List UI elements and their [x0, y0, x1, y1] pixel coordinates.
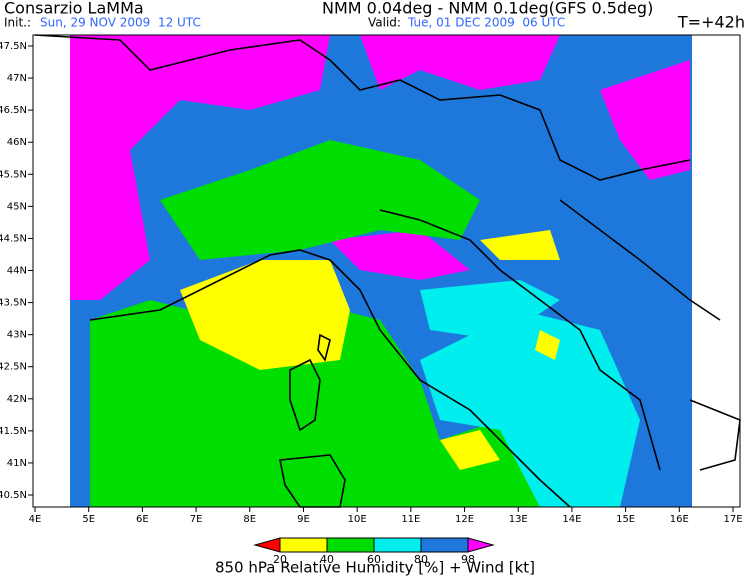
- lon-label: 9E: [297, 514, 310, 525]
- lon-label: 10E: [348, 514, 367, 525]
- lon-label: 4E: [29, 514, 42, 525]
- colorbar-segment: [279, 537, 328, 553]
- colorbar-caption: 850 hPa Relative Humidity [%] + Wind [kt…: [215, 559, 535, 577]
- lat-label: 43N: [7, 330, 27, 341]
- title: Consarzio LaMMa: [4, 0, 144, 18]
- colorbar-label: 98: [461, 553, 475, 566]
- lon-label: 8E: [243, 514, 256, 525]
- init-label: Init.:: [4, 16, 31, 30]
- colorbar-segment: [420, 537, 469, 553]
- lon-label: 13E: [509, 514, 528, 525]
- colorbar-low: [253, 537, 281, 553]
- colorbar-label: 40: [320, 553, 334, 566]
- lon-label: 12E: [455, 514, 474, 525]
- lat-label: 45.5N: [0, 169, 27, 180]
- lat-label: 45N: [7, 201, 27, 212]
- colorbar-label: 80: [414, 553, 428, 566]
- coastlines: [34, 34, 741, 508]
- colorbar-segment: [326, 537, 375, 553]
- lead-time: T=+42h: [677, 13, 745, 32]
- lon-label: 7E: [190, 514, 203, 525]
- lon-label: 15E: [616, 514, 635, 525]
- lat-label: 43.5N: [0, 298, 27, 309]
- valid-time: Tue, 01 DEC 2009 06 UTC: [407, 16, 565, 30]
- lon-label: 6E: [136, 514, 149, 525]
- colorbar-label: 60: [367, 553, 381, 566]
- colorbar-label: 20: [273, 553, 287, 566]
- lat-label: 47.5N: [0, 41, 27, 52]
- model: NMM 0.04deg - NMM 0.1deg(GFS 0.5deg): [322, 0, 653, 18]
- lat-label: 42.5N: [0, 362, 27, 373]
- colorbar-high: [467, 537, 495, 553]
- lat-label: 44.5N: [0, 233, 27, 244]
- lon-label: 14E: [562, 514, 581, 525]
- lon-label: 11E: [401, 514, 420, 525]
- lon-label: 16E: [670, 514, 689, 525]
- lat-label: 40.5N: [0, 490, 27, 501]
- lat-label: 42N: [7, 394, 27, 405]
- humidity-field: [70, 35, 692, 507]
- lat-label: 41.5N: [0, 426, 27, 437]
- lat-label: 44N: [7, 266, 27, 277]
- lat-label: 41N: [7, 458, 27, 469]
- lat-label: 46.5N: [0, 105, 27, 116]
- lat-label: 47N: [7, 73, 27, 84]
- lat-label: 46N: [7, 137, 27, 148]
- init-time: Sun, 29 NOV 2009 12 UTC: [40, 16, 201, 30]
- lon-label: 17E: [723, 514, 742, 525]
- colorbar-segment: [373, 537, 422, 553]
- lon-label: 5E: [82, 514, 95, 525]
- valid-label: Valid:: [368, 16, 401, 30]
